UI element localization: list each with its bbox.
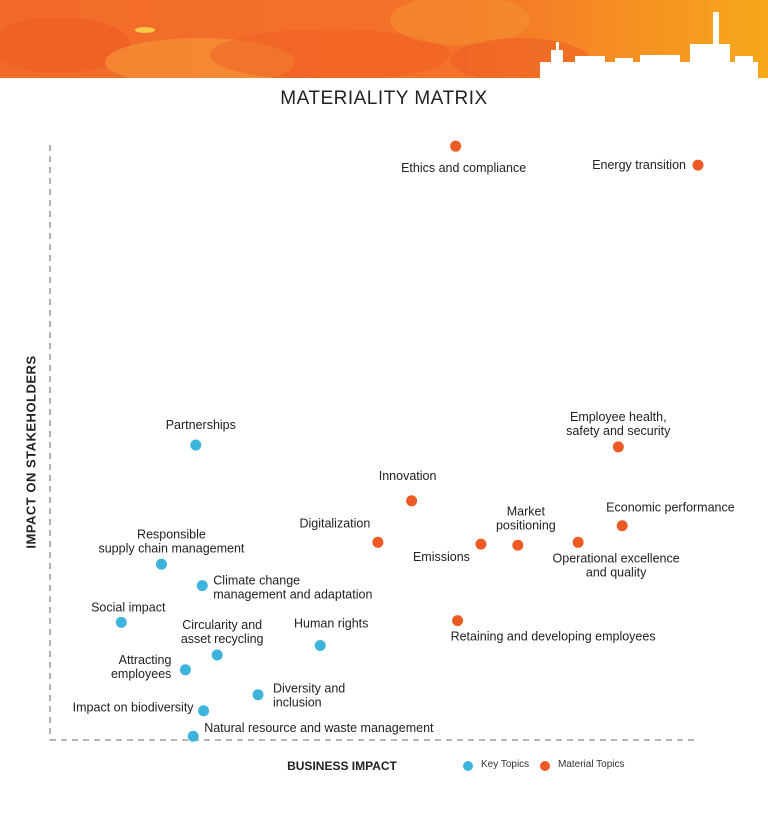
- key-topic-point: [198, 705, 210, 717]
- point-label: Social impact: [91, 600, 166, 614]
- point-label-line: Employee health,: [570, 410, 667, 424]
- header-banner: [0, 0, 768, 78]
- legend-key-topics-swatch: [463, 761, 473, 771]
- point-label: Diversity and inclusion: [273, 682, 345, 710]
- point-label-line: Diversity and: [273, 682, 345, 696]
- y-axis-label: IMPACT ON STAKEHOLDERS: [23, 355, 39, 549]
- x-axis-label: BUSINESS IMPACT: [287, 759, 397, 773]
- material-topic-point: [572, 536, 584, 548]
- point-label: Retaining and developing employees: [451, 630, 656, 644]
- legend-key-topics-label: Key Topics: [481, 759, 530, 770]
- key-topic-point: [155, 558, 167, 570]
- point-label: Emissions: [413, 550, 470, 564]
- point-label-line: Digitalization: [299, 516, 370, 530]
- point-label-line: positioning: [496, 518, 556, 532]
- key-topic-point: [179, 664, 191, 676]
- point-label: Operational excellence and quality: [553, 551, 680, 579]
- point-label-line: Human rights: [294, 616, 368, 630]
- point-label-line: management and adaptation: [213, 588, 372, 602]
- material-topic-point: [452, 615, 464, 627]
- point-label-line: Emissions: [413, 550, 470, 564]
- chart-points: [115, 140, 704, 742]
- point-label: Human rights: [294, 616, 368, 630]
- point-label-line: supply chain management: [98, 541, 244, 555]
- point-label: Impact on biodiversity: [73, 701, 195, 715]
- point-label-line: Market: [507, 504, 546, 518]
- point-label-line: Social impact: [91, 600, 166, 614]
- material-topic-point: [616, 520, 628, 532]
- material-topic-point: [692, 159, 704, 171]
- chart-axes: [49, 145, 698, 741]
- point-label: Natural resource and waste management: [204, 721, 434, 735]
- key-topic-point: [187, 730, 199, 742]
- material-topic-point: [406, 495, 418, 507]
- material-topic-point: [450, 140, 462, 152]
- point-label: Responsible supply chain management: [98, 527, 244, 555]
- point-label: Market positioning: [496, 504, 556, 532]
- chart-point-labels: Partnerships Responsible supply chain mana…: [73, 158, 735, 735]
- point-label: Economic performance: [606, 501, 735, 515]
- chart-title: MATERIALITY MATRIX: [280, 88, 488, 109]
- point-label-line: and quality: [586, 565, 647, 579]
- point-label-line: safety and security: [566, 424, 671, 438]
- point-label-line: Impact on biodiversity: [73, 701, 195, 715]
- point-label: Climate change management and adaptation: [213, 574, 372, 602]
- point-label-line: Operational excellence: [553, 551, 680, 565]
- point-label: Partnerships: [166, 418, 236, 432]
- point-label-line: Circularity and: [182, 618, 262, 632]
- material-topic-point: [475, 538, 487, 550]
- legend-material-topics-swatch: [540, 761, 550, 771]
- key-topic-point: [115, 616, 127, 628]
- point-label-line: Partnerships: [166, 418, 236, 432]
- material-topic-point: [612, 441, 624, 453]
- point-label-line: Ethics and compliance: [401, 161, 526, 175]
- point-label: Ethics and compliance: [401, 161, 526, 175]
- point-label-line: Natural resource and waste management: [204, 721, 434, 735]
- legend-material-topics-label: Material Topics: [558, 759, 625, 770]
- point-label: Circularity and asset recycling: [181, 618, 264, 646]
- point-label-line: Attracting: [119, 653, 172, 667]
- point-label-line: asset recycling: [181, 632, 264, 646]
- point-label-line: Responsible: [137, 527, 206, 541]
- point-label: Digitalization: [299, 516, 370, 530]
- point-label-line: Economic performance: [606, 501, 735, 515]
- material-topic-point: [512, 539, 524, 551]
- point-label-line: Innovation: [379, 469, 437, 483]
- point-label: Attracting employees: [111, 653, 171, 681]
- point-label-line: Retaining and developing employees: [451, 630, 656, 644]
- point-label: Energy transition: [592, 158, 686, 172]
- point-label-line: Climate change: [213, 574, 300, 588]
- key-topic-point: [196, 580, 208, 592]
- point-label-line: inclusion: [273, 696, 322, 710]
- key-topic-point: [211, 649, 223, 661]
- point-label: Innovation: [379, 469, 437, 483]
- key-topic-point: [190, 439, 202, 451]
- key-topic-point: [252, 689, 264, 701]
- point-label-line: employees: [111, 667, 171, 681]
- point-label-line: Energy transition: [592, 158, 686, 172]
- material-topic-point: [372, 536, 384, 548]
- banner-illustration: [0, 0, 768, 78]
- key-topic-point: [314, 639, 326, 651]
- point-label: Employee health, safety and security: [566, 410, 671, 438]
